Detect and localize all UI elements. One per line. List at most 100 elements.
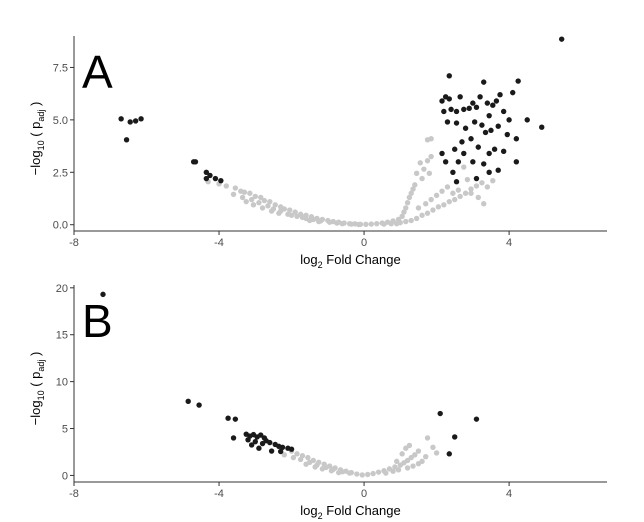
data-point-not-significant [413, 215, 420, 222]
data-point-not-significant [287, 207, 293, 213]
y-axis-title: −log10 ( padj ) [28, 352, 46, 426]
data-point-not-significant [299, 214, 306, 221]
data-point-not-significant [334, 220, 340, 226]
data-point-significant [488, 127, 494, 134]
chart-panel-a: -8 -4 0 4 0.0 2.5 5.0 7.5 log2 Fold Change −log10… [28, 36, 607, 270]
data-point-not-significant [403, 205, 409, 211]
data-point-not-significant [399, 451, 405, 457]
data-point-significant [123, 137, 130, 143]
data-point-significant [225, 415, 231, 421]
data-point-not-significant [267, 198, 273, 205]
data-point-significant [479, 122, 485, 128]
data-point-significant [446, 73, 452, 79]
data-point-not-significant [276, 210, 282, 216]
data-point-not-significant [424, 210, 431, 216]
data-point-not-significant [415, 205, 422, 211]
data-point-not-significant [439, 188, 445, 194]
data-point-significant [196, 402, 202, 408]
data-point-not-significant [419, 212, 425, 218]
y-tick-label: 0.0 [53, 220, 68, 232]
data-point-not-significant [406, 442, 413, 449]
data-point-not-significant [399, 213, 405, 220]
data-point-significant [192, 159, 199, 165]
data-point-significant [470, 100, 476, 106]
data-point-significant [491, 146, 498, 152]
data-point-significant [558, 36, 565, 42]
data-point-not-significant [239, 194, 246, 201]
data-point-not-significant [223, 183, 229, 189]
data-point-not-significant [265, 203, 271, 209]
data-point-not-significant [348, 221, 355, 227]
data-point-not-significant [281, 452, 287, 458]
data-point-significant [486, 112, 492, 119]
data-point-not-significant [259, 205, 266, 211]
y-tick-label: 0 [62, 470, 68, 482]
data-point-significant [267, 439, 273, 446]
y-tick-label: 5.0 [53, 115, 68, 127]
data-point-significant [513, 159, 520, 165]
data-point-not-significant [374, 220, 380, 227]
data-point-not-significant [404, 199, 411, 206]
data-point-not-significant [457, 193, 463, 200]
data-point-not-significant [410, 186, 416, 192]
data-point-significant [452, 434, 458, 440]
data-point-not-significant [473, 183, 480, 189]
data-point-significant [524, 117, 530, 123]
data-point-significant [500, 148, 507, 155]
data-point-not-significant [403, 218, 409, 225]
data-point-not-significant [312, 464, 318, 470]
data-point-significant [453, 120, 460, 126]
panel-label: A [82, 46, 113, 98]
data-point-not-significant [484, 184, 491, 190]
data-point-significant [475, 144, 481, 150]
data-point-significant [459, 139, 465, 145]
data-point-not-significant [421, 166, 427, 172]
data-point-not-significant [401, 209, 407, 215]
data-point-not-significant [316, 218, 322, 225]
x-axis-title: log2 Fold Change [300, 252, 400, 270]
data-point-not-significant [415, 448, 422, 454]
data-point-significant [127, 119, 133, 125]
data-point-significant [470, 159, 476, 165]
data-point-not-significant [394, 458, 400, 465]
data-point-significant [259, 440, 266, 447]
data-point-significant [495, 167, 501, 173]
data-point-significant [481, 79, 487, 85]
data-point-significant [482, 129, 489, 136]
data-point-not-significant [328, 468, 335, 474]
data-point-significant [500, 108, 507, 115]
data-point-not-significant [232, 185, 239, 191]
data-point-significant [212, 175, 219, 182]
data-point-not-significant [452, 196, 458, 203]
data-point-significant [138, 116, 144, 122]
data-point-not-significant [430, 444, 436, 450]
data-point-significant [439, 150, 445, 157]
x-tick-label: -4 [214, 488, 224, 500]
data-point-not-significant [388, 220, 394, 227]
x-tick-label: 4 [506, 237, 512, 249]
data-point-significant [506, 117, 512, 123]
data-point-not-significant [294, 213, 300, 220]
data-point-not-significant [412, 182, 418, 188]
data-point-not-significant [490, 177, 496, 184]
data-point-significant [203, 175, 210, 182]
data-point-significant [439, 98, 445, 104]
data-point-not-significant [450, 190, 456, 196]
data-point-not-significant [433, 450, 440, 456]
data-point-significant [473, 104, 480, 110]
data-point-significant [446, 96, 452, 102]
data-point-not-significant [413, 170, 420, 177]
data-point-not-significant [241, 189, 248, 195]
data-point-not-significant [256, 199, 262, 206]
data-point-significant [484, 100, 491, 106]
data-point-significant [457, 94, 463, 100]
data-point-not-significant [375, 469, 382, 475]
data-point-not-significant [426, 170, 433, 177]
data-point-significant [450, 169, 456, 175]
data-point-significant [504, 131, 510, 138]
data-point-significant [437, 410, 443, 417]
data-point-significant [230, 435, 237, 441]
data-point-not-significant [404, 457, 411, 464]
data-point-significant [495, 123, 501, 129]
